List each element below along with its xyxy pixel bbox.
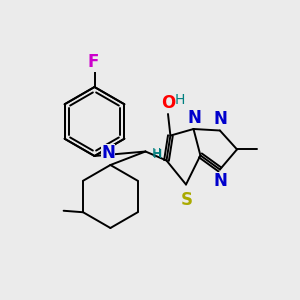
Text: H: H	[153, 148, 162, 161]
Text: N: N	[101, 144, 115, 162]
Text: H: H	[174, 93, 184, 107]
Text: N: N	[187, 109, 201, 127]
Text: O: O	[161, 94, 176, 112]
Text: N: N	[214, 172, 227, 190]
Text: N: N	[214, 110, 227, 128]
Text: F: F	[87, 53, 99, 71]
Text: H: H	[152, 147, 161, 161]
Text: S: S	[180, 191, 192, 209]
